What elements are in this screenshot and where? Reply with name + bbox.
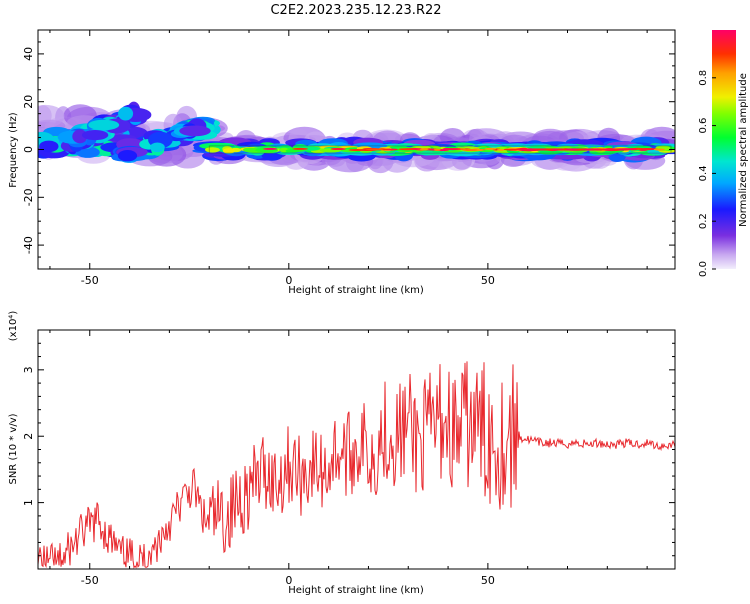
heatmap-cell: [150, 142, 165, 153]
heatmap-cell: [222, 148, 235, 154]
x-tick-label: 50: [481, 574, 495, 587]
spectrogram-ticks: [38, 30, 675, 269]
snr-panel: -50 0 50 123 Height of straight line (km) …: [8, 311, 676, 596]
y-tick-label: 2: [22, 433, 35, 440]
heatmap-cell: [433, 148, 441, 151]
figure-title: C2E2.2023.235.12.23.R22: [270, 3, 441, 18]
heatmap-cell: [118, 106, 134, 121]
spectrogram-ylabel: Frequency (Hz): [8, 112, 19, 188]
snr-xlabel: Height of straight line (km): [288, 585, 424, 596]
heatmap-cell: [38, 104, 65, 128]
spectrogram-panel: -50 0 50 -40 -20 0 20 40 Height of straight li…: [8, 29, 676, 296]
colorbar-gradient: [712, 30, 736, 269]
snr-ytick-labels: 1 2 3: [22, 366, 35, 506]
y-tick-label: 0: [22, 146, 35, 153]
heatmap-cell: [462, 149, 478, 151]
heatmap-cell: [88, 119, 120, 131]
heatmap-cell: [330, 148, 346, 150]
spectrogram-xlabel: Height of straight line (km): [288, 285, 424, 296]
y-tick-label: 3: [22, 366, 35, 373]
snr-ylabel: SNR (10 * v/v): [8, 413, 19, 484]
heatmap-cell: [445, 148, 461, 151]
heatmap-cell: [179, 125, 211, 137]
colorbar-tick-label: 0.0: [698, 261, 709, 277]
colorbar: 0.0 0.2 0.4 0.6 0.8 Normalized spectral ampl…: [698, 30, 749, 277]
colorbar-ticks: 0.0 0.2 0.4 0.6 0.8: [698, 70, 716, 277]
heatmap-cell: [292, 147, 309, 150]
colorbar-tick-label: 0.2: [698, 213, 709, 229]
x-tick-label: 0: [285, 274, 292, 287]
heatmap-cell: [496, 148, 505, 151]
heatmap-cell: [365, 148, 384, 151]
heatmap-cell: [205, 147, 220, 153]
heatmap-cell: [285, 149, 300, 153]
x-tick-label: 0: [285, 574, 292, 587]
heatmap-cell: [620, 148, 631, 151]
snr-series-line: [38, 361, 675, 569]
colorbar-tick-label: 0.8: [698, 70, 709, 86]
heatmap-cell: [39, 140, 59, 153]
heatmap-cell: [81, 130, 109, 141]
heatmap-cell: [484, 147, 497, 150]
spectrogram-xtick-labels: -50 0 50: [81, 274, 495, 287]
colorbar-label: Normalized spectral amplitude: [738, 73, 749, 227]
y-tick-label: 40: [22, 47, 35, 61]
x-tick-label: 50: [481, 274, 495, 287]
heatmap-cell: [263, 147, 278, 150]
heatmap-cell: [420, 148, 428, 151]
y-tick-label: -20: [22, 188, 35, 206]
spectrogram-heatmap: [38, 101, 675, 174]
heatmap-cell: [640, 148, 656, 150]
colorbar-tick-label: 0.4: [698, 165, 709, 181]
heatmap-cell: [243, 147, 259, 152]
snr-xtick-labels: -50 0 50: [81, 574, 495, 587]
heatmap-cell: [653, 148, 665, 151]
y-tick-label: -40: [22, 236, 35, 254]
snr-multiplier: (x10⁴): [8, 311, 19, 342]
x-tick-label: -50: [81, 574, 99, 587]
colorbar-tick-label: 0.6: [698, 118, 709, 134]
y-tick-label: 1: [22, 499, 35, 506]
x-tick-label: -50: [81, 274, 99, 287]
heatmap-cell: [117, 150, 138, 162]
y-tick-label: 20: [22, 95, 35, 109]
heatmap-cell: [398, 148, 416, 151]
snr-plot-area: [38, 361, 675, 569]
heatmap-cell: [75, 146, 100, 158]
snr-ticks: [38, 330, 675, 569]
spectrogram-ytick-labels: -40 -20 0 20 40: [22, 47, 35, 254]
